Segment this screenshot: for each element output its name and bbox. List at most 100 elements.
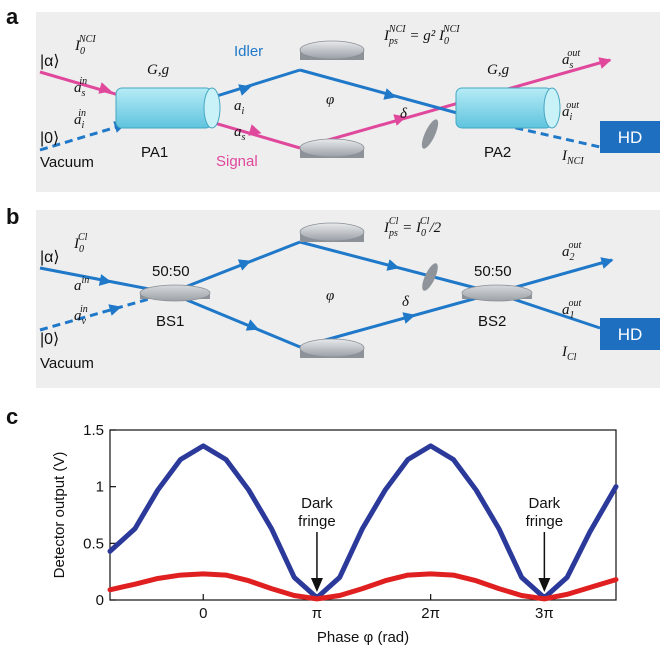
vacuum-label-b: Vacuum bbox=[40, 355, 94, 372]
panel-a-beams bbox=[39, 57, 612, 152]
gain-label-pa2: G,g bbox=[487, 62, 510, 78]
delta-label-b: δ bbox=[402, 294, 410, 310]
bs2-label: BS2 bbox=[478, 313, 506, 330]
y-tick-label: 1 bbox=[96, 479, 104, 496]
x-tick-label: 0 bbox=[199, 605, 207, 622]
lower-arm-1 bbox=[169, 291, 301, 349]
signal-beam-out bbox=[299, 58, 611, 150]
vacuum-label-a: Vacuum bbox=[40, 154, 94, 171]
lower-arm-2 bbox=[299, 291, 496, 349]
arrow-icon bbox=[248, 124, 262, 136]
dark-fringe-label: fringe bbox=[526, 513, 564, 530]
arrow-down-icon bbox=[538, 578, 551, 592]
arrow-icon bbox=[98, 274, 112, 286]
upper-arm-1 bbox=[169, 240, 301, 295]
delta-label-a: δ bbox=[400, 106, 408, 122]
crystal-pa2 bbox=[455, 87, 561, 129]
x-axis: 0 π 2π 3π bbox=[199, 594, 554, 622]
beam-splitter-bs1 bbox=[139, 284, 211, 302]
y-tick-label: 0.5 bbox=[83, 535, 104, 552]
a-in-label: ain bbox=[74, 275, 89, 294]
dark-fringe-label: Dark bbox=[301, 495, 333, 512]
mirror-top-b bbox=[299, 222, 365, 242]
homodyne-detector-a bbox=[600, 121, 660, 153]
a1-out-label: a1out bbox=[562, 298, 582, 321]
phi-label-b: φ bbox=[326, 288, 334, 304]
panel-b-label: b bbox=[6, 204, 19, 229]
arrow-icon bbox=[237, 259, 252, 271]
panel-a: a bbox=[6, 4, 660, 192]
bs1-label: BS1 bbox=[156, 313, 184, 330]
pa1-label: PA1 bbox=[141, 144, 168, 161]
plot-series bbox=[107, 443, 619, 602]
mirror-bottom-b bbox=[299, 338, 365, 358]
ai-out-label: aiout bbox=[562, 100, 579, 123]
phase-plate-a bbox=[421, 119, 439, 149]
x-axis-label: Phase φ (rad) bbox=[317, 629, 409, 646]
arrow-icon bbox=[600, 257, 614, 269]
y-tick-label: 1.5 bbox=[83, 422, 104, 439]
dark-fringe-label: fringe bbox=[298, 513, 336, 530]
as-label: as bbox=[234, 124, 246, 143]
pa2-label: PA2 bbox=[484, 144, 511, 161]
x-tick-label: 2π bbox=[421, 605, 440, 622]
a2-out-label: a2out bbox=[562, 240, 582, 263]
y-tick-label: 0 bbox=[96, 592, 104, 609]
input-vacuum-a: |0⟩ bbox=[40, 130, 59, 147]
plot-frame bbox=[109, 429, 617, 601]
as-out-label: asout bbox=[562, 48, 580, 71]
crystal-pa1 bbox=[115, 87, 221, 129]
x-tick-label: 3π bbox=[535, 605, 554, 622]
hd-label-b: HD bbox=[618, 325, 643, 344]
input-coherent-b: |α⟩ bbox=[40, 249, 60, 266]
gain-label-pa1: G,g bbox=[147, 62, 170, 78]
arrow-icon bbox=[108, 304, 122, 316]
series-line-2 bbox=[107, 571, 619, 602]
input-coherent-a: |α⟩ bbox=[40, 53, 60, 70]
hd-label-a: HD bbox=[618, 128, 643, 147]
arrow-icon bbox=[386, 259, 400, 271]
x-tick-label: π bbox=[312, 605, 322, 622]
vacuum-beam-in bbox=[39, 121, 131, 152]
dark-fringe-label: Dark bbox=[529, 495, 561, 512]
i-cl-label: ICl bbox=[561, 344, 577, 363]
signal-label: Signal bbox=[216, 153, 258, 170]
arrow-icon bbox=[245, 319, 260, 331]
i0-nci-label: I0NCI bbox=[74, 34, 96, 57]
arrow-icon bbox=[98, 82, 112, 94]
phase-plate-b bbox=[422, 263, 438, 291]
y-axis-label: Detector output (V) bbox=[51, 452, 68, 579]
bs2-ratio-label: 50:50 bbox=[474, 263, 512, 280]
panel-c-label: c bbox=[6, 404, 18, 429]
vacuum-beam-in-b bbox=[39, 291, 171, 332]
ai-label: ai bbox=[234, 98, 245, 117]
mirror-bottom-a bbox=[299, 138, 365, 158]
arrow-icon bbox=[393, 114, 407, 126]
series-line-1 bbox=[107, 443, 619, 601]
idler-label: Idler bbox=[234, 43, 263, 60]
panel-b: b bbox=[6, 204, 660, 388]
as-in-label: asin bbox=[74, 76, 87, 99]
av-in-label: avin bbox=[74, 304, 88, 327]
input-vacuum-b: |0⟩ bbox=[40, 331, 59, 348]
mirror-top-a bbox=[299, 40, 365, 60]
bs1-ratio-label: 50:50 bbox=[152, 263, 190, 280]
homodyne-detector-b bbox=[600, 318, 660, 350]
ips-nci-label: IpsNCI = g² I0NCI bbox=[383, 24, 460, 47]
panel-a-label: a bbox=[6, 4, 19, 29]
arrow-icon bbox=[238, 84, 252, 96]
ai-in-label: aiin bbox=[74, 108, 86, 131]
arrow-icon bbox=[383, 88, 397, 100]
beam-splitter-bs2 bbox=[461, 284, 533, 302]
arrow-icon bbox=[402, 312, 416, 324]
y-axis: 0 0.5 1 1.5 bbox=[83, 422, 116, 609]
phi-label-a: φ bbox=[326, 92, 334, 108]
i0-cl-label: I0Cl bbox=[73, 232, 88, 255]
i-nci-label: INCI bbox=[561, 148, 584, 167]
arrow-down-icon bbox=[310, 578, 323, 592]
ips-cl-label: IpsCl = I0Cl/2 bbox=[383, 216, 442, 239]
arrow-icon bbox=[598, 57, 612, 69]
